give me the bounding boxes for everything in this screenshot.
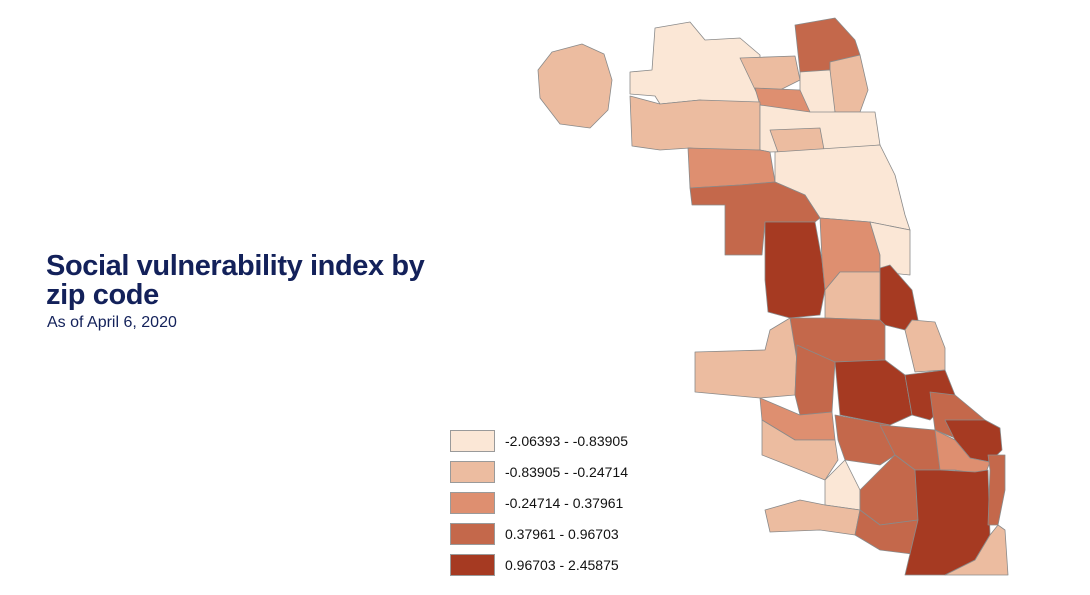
zip-region (987, 454, 1006, 526)
zip-region (834, 359, 913, 426)
map-subtitle: As of April 6, 2020 (47, 314, 177, 331)
legend-item: 0.37961 - 0.96703 (450, 518, 628, 549)
legend-label: -0.83905 - -0.24714 (505, 463, 628, 480)
zip-regions (537, 17, 1009, 576)
title-block: Social vulnerability index by zip code A… (46, 252, 466, 332)
legend-item: 0.96703 - 2.45875 (450, 549, 628, 580)
zip-region (694, 317, 798, 399)
map-title: Social vulnerability index by zip code (46, 250, 425, 311)
zip-region (629, 21, 761, 109)
zip-region (944, 524, 1009, 576)
zip-region (834, 414, 896, 466)
legend-label: -2.06393 - -0.83905 (505, 432, 628, 449)
legend-label: 0.37961 - 0.96703 (505, 525, 619, 542)
zip-region (761, 419, 839, 481)
chicago-zip-map (537, 17, 1009, 576)
zip-region (859, 454, 919, 526)
zip-region (687, 147, 776, 189)
legend-item: -0.24714 - 0.37961 (450, 487, 628, 518)
legend: -2.06393 - -0.83905 -0.83905 - -0.24714 … (450, 425, 628, 580)
legend-item: -0.83905 - -0.24714 (450, 456, 628, 487)
legend-swatch (450, 491, 495, 514)
legend-swatch (450, 553, 495, 576)
legend-swatch (450, 429, 495, 452)
zip-region (629, 95, 761, 153)
zip-region (764, 221, 826, 319)
legend-item: -2.06393 - -0.83905 (450, 425, 628, 456)
zip-region (829, 54, 869, 113)
legend-swatch (450, 522, 495, 545)
zip-region (824, 271, 886, 321)
legend-label: -0.24714 - 0.37961 (505, 494, 624, 511)
zip-region (537, 43, 613, 129)
legend-label: 0.96703 - 2.45875 (505, 556, 619, 573)
legend-swatch (450, 460, 495, 483)
zip-region (904, 319, 946, 373)
